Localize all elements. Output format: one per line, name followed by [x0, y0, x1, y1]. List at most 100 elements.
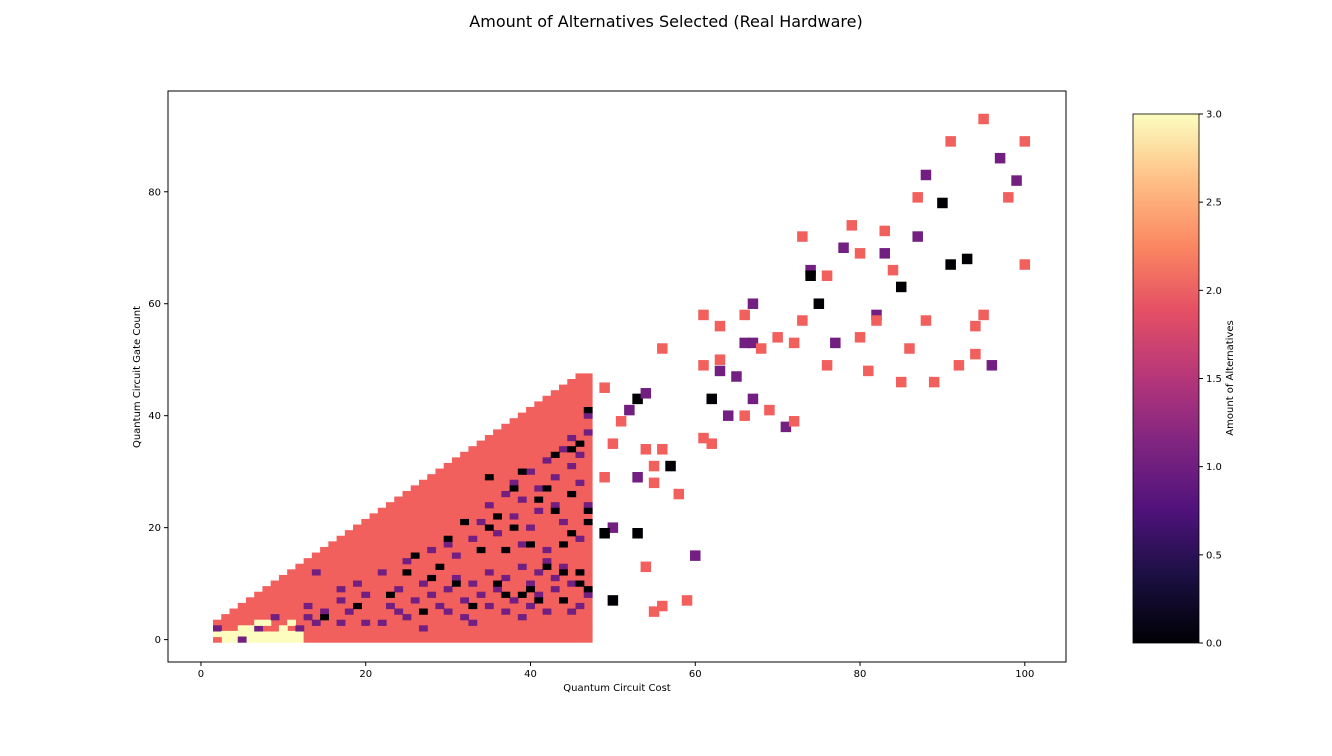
colorbar-ticks: 0.0 0.5 1.0 1.5 2.0 2.5 3.0 [1199, 110, 1222, 650]
heatmap-cell [410, 580, 420, 587]
y-axis: 0 20 40 60 80 [148, 187, 168, 646]
heatmap-cell [517, 597, 527, 604]
heatmap-cell [361, 586, 371, 593]
heatmap-cell [575, 462, 585, 470]
heatmap-cell [493, 558, 502, 565]
heatmap-cell [583, 530, 593, 537]
heatmap-cell [394, 574, 404, 582]
heatmap-cell [468, 530, 478, 537]
heatmap-cell [311, 636, 321, 643]
heatmap-cell [394, 630, 404, 638]
data-point [615, 416, 627, 427]
heatmap-cell [509, 423, 519, 430]
heatmap-cell [575, 630, 585, 638]
heatmap-cell [534, 429, 544, 436]
colorbar-label: Amount of Alternatives [1225, 320, 1236, 435]
heatmap-cell [550, 546, 560, 554]
colorbar-tick-label: 0.0 [1206, 639, 1222, 650]
heatmap-cell [484, 586, 494, 593]
data-point [550, 574, 560, 582]
heatmap-cell [320, 574, 329, 582]
heatmap-cell [427, 496, 437, 503]
data-point [542, 457, 552, 464]
heatmap-cell [559, 434, 568, 442]
heatmap-cell [517, 569, 527, 576]
heatmap-cell [493, 619, 502, 626]
heatmap-cell [369, 513, 379, 520]
data-point [879, 248, 890, 259]
heatmap-cell [410, 591, 420, 598]
heatmap-cell [526, 630, 535, 638]
data-point [353, 602, 362, 610]
heatmap-cell [295, 586, 305, 593]
heatmap-cell [435, 580, 445, 587]
heatmap-cell [484, 490, 494, 498]
heatmap-cell [410, 608, 420, 615]
data-point [665, 460, 676, 472]
heatmap-cell [583, 485, 593, 492]
data-point [509, 524, 519, 531]
heatmap-cell [287, 614, 296, 621]
heatmap-cell [501, 558, 511, 565]
heatmap-cell [460, 451, 470, 458]
heatmap-cell [377, 524, 387, 531]
data-point [254, 625, 264, 632]
heatmap-cell [517, 479, 527, 486]
heatmap-cell [295, 580, 305, 587]
heatmap-cell [542, 541, 552, 548]
heatmap-cell [559, 586, 568, 593]
heatmap-cell [559, 474, 568, 481]
heatmap-cell [435, 479, 445, 486]
heatmap-cell [328, 563, 338, 570]
data-point [640, 561, 652, 573]
data-point [559, 518, 568, 526]
heatmap-cell [418, 524, 428, 531]
heatmap-cell [451, 591, 461, 598]
heatmap-cell [575, 457, 585, 464]
heatmap-cell [493, 574, 502, 582]
y-tick-label: 0 [155, 635, 161, 646]
heatmap-cell [526, 535, 535, 542]
data-point [550, 502, 560, 509]
heatmap-cell [501, 474, 511, 481]
heatmap-cell [493, 434, 502, 442]
heatmap-cell [583, 490, 593, 498]
heatmap-cell [369, 574, 379, 582]
heatmap-cell [377, 574, 387, 582]
heatmap-cell [575, 406, 585, 414]
heatmap-cell [237, 614, 247, 621]
data-point [747, 298, 759, 309]
heatmap-cell [517, 502, 527, 509]
heatmap-cell [509, 586, 519, 593]
heatmap-cell [361, 614, 371, 621]
heatmap-cell [410, 485, 420, 492]
heatmap-cell [534, 474, 544, 481]
heatmap-cell [534, 418, 544, 425]
heatmap-cell [320, 636, 329, 643]
heatmap-cell [575, 541, 585, 548]
data-point [978, 309, 989, 321]
data-point [648, 606, 660, 617]
heatmap-cell [575, 530, 585, 537]
data-point [797, 315, 808, 326]
data-point [920, 315, 932, 326]
heatmap-cell [583, 384, 593, 391]
heatmap-cell [583, 524, 593, 531]
heatmap-cell [427, 580, 437, 587]
heatmap-cell [460, 574, 470, 582]
heatmap-cell [353, 569, 362, 576]
data-point [402, 569, 412, 576]
heatmap-cell [542, 586, 552, 593]
heatmap-cell [386, 630, 395, 638]
data-point [410, 597, 420, 604]
heatmap-cell [303, 563, 313, 570]
heatmap-cell [567, 614, 577, 621]
data-point [237, 636, 247, 643]
heatmap-cell [550, 490, 560, 498]
heatmap-cell [402, 541, 412, 548]
heatmap-cell [550, 636, 560, 643]
y-tick-label: 40 [148, 411, 161, 422]
heatmap-cell [443, 580, 453, 587]
heatmap-cell [509, 535, 519, 542]
heatmap-cell [468, 513, 478, 520]
